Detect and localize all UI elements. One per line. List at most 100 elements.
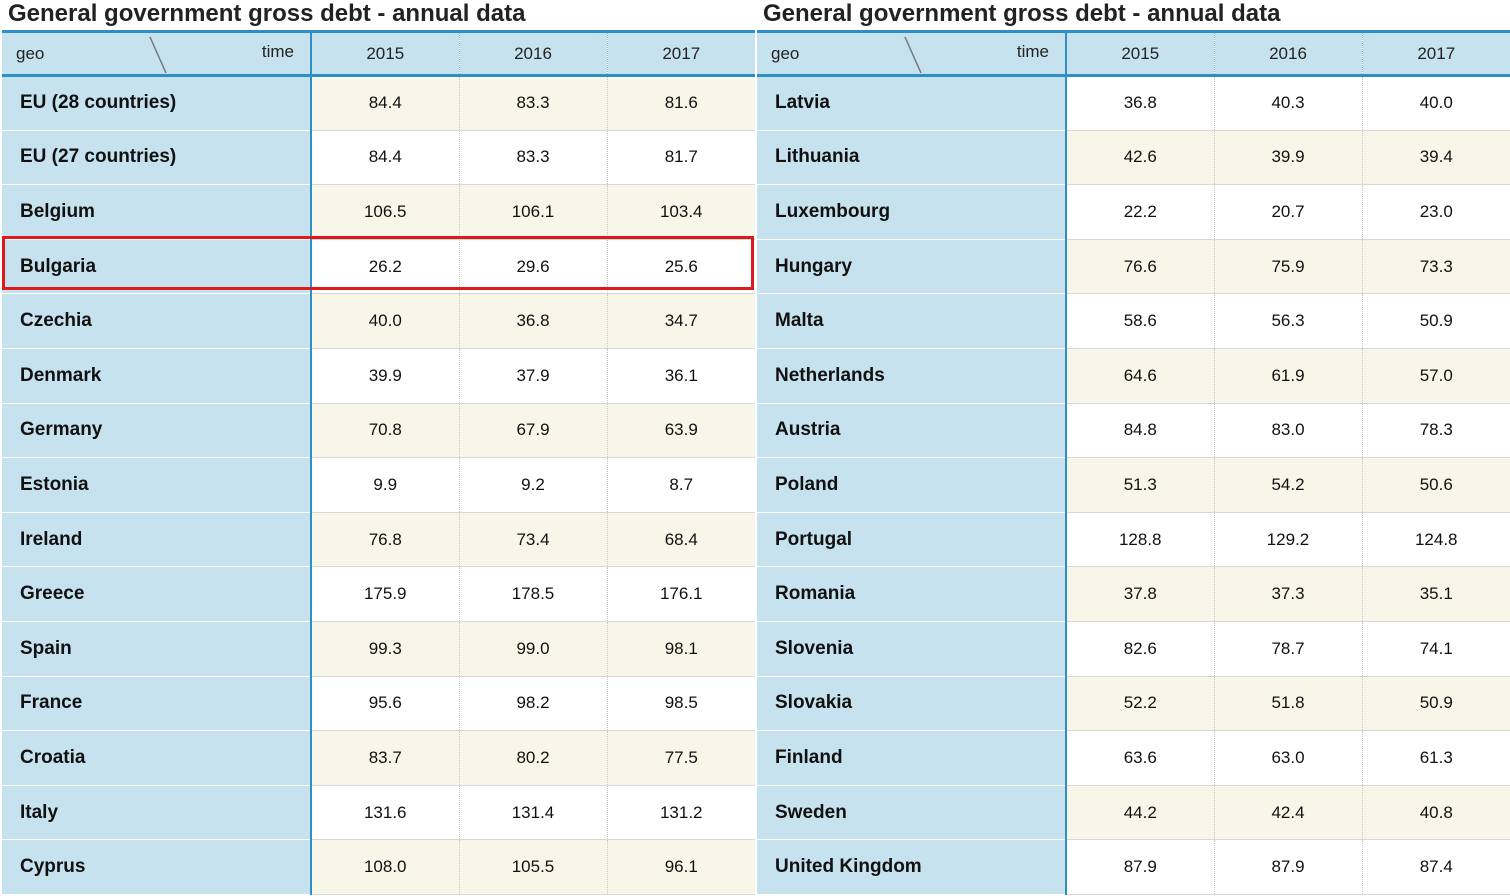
geo-time-header: geo time (757, 30, 1067, 77)
table-row: Hungary 76.6 75.9 73.3 (757, 239, 1510, 295)
value-cell: 98.2 (458, 676, 607, 732)
table-row: Estonia 9.9 9.2 8.7 (2, 457, 755, 513)
debt-table-panel-right: General government gross debt - annual d… (757, 0, 1510, 896)
value-cell: 54.2 (1213, 457, 1362, 513)
value-cell: 64.6 (1065, 348, 1214, 404)
value-cell: 131.4 (458, 785, 607, 841)
value-cell: 76.6 (1065, 239, 1214, 295)
value-cell: 87.9 (1213, 839, 1362, 895)
value-cell: 56.3 (1213, 293, 1362, 349)
table-row: Denmark 39.9 37.9 36.1 (2, 348, 755, 404)
column-header[interactable]: 2016 (458, 30, 607, 77)
value-cell: 83.3 (458, 130, 607, 186)
value-cell: 178.5 (458, 566, 607, 622)
value-cell: 44.2 (1065, 785, 1214, 841)
geo-cell: Spain (2, 621, 312, 677)
value-cell: 95.6 (310, 676, 459, 732)
table-row: Austria 84.8 83.0 78.3 (757, 403, 1510, 459)
geo-cell: Luxembourg (757, 184, 1067, 240)
geo-cell: Estonia (2, 457, 312, 513)
value-cell: 131.2 (606, 785, 755, 841)
value-cell: 67.9 (458, 403, 607, 459)
value-cell: 106.5 (310, 184, 459, 240)
value-cell: 106.1 (458, 184, 607, 240)
table-row: Sweden 44.2 42.4 40.8 (757, 785, 1510, 841)
value-cell: 76.8 (310, 512, 459, 568)
value-cell: 20.7 (1213, 184, 1362, 240)
table-row: Greece 175.9 178.5 176.1 (2, 566, 755, 622)
geo-cell: Malta (757, 293, 1067, 349)
value-cell: 81.7 (606, 130, 755, 186)
column-header[interactable]: 2015 (310, 30, 459, 77)
value-cell: 99.3 (310, 621, 459, 677)
geo-cell: Croatia (2, 730, 312, 786)
table-row: Bulgaria 26.2 29.6 25.6 (2, 239, 755, 295)
value-cell: 40.0 (310, 293, 459, 349)
value-cell: 63.6 (1065, 730, 1214, 786)
value-cell: 73.3 (1361, 239, 1510, 295)
debt-table-panel-left: General government gross debt - annual d… (2, 0, 755, 896)
table-row: Croatia 83.7 80.2 77.5 (2, 730, 755, 786)
value-cell: 36.8 (1065, 75, 1214, 131)
geo-time-header: geo time (2, 30, 312, 77)
geo-cell: France (2, 676, 312, 732)
header-divider-slash (149, 36, 167, 74)
table-title: General government gross debt - annual d… (763, 0, 1281, 27)
value-cell: 29.6 (458, 239, 607, 295)
value-cell: 78.3 (1361, 403, 1510, 459)
value-cell: 50.9 (1361, 293, 1510, 349)
table-row: EU (27 countries) 84.4 83.3 81.7 (2, 130, 755, 186)
value-cell: 73.4 (458, 512, 607, 568)
column-header[interactable]: 2015 (1065, 30, 1214, 77)
value-cell: 83.0 (1213, 403, 1362, 459)
value-cell: 63.9 (606, 403, 755, 459)
value-cell: 74.1 (1361, 621, 1510, 677)
geo-cell: Cyprus (2, 839, 312, 895)
value-cell: 84.4 (310, 75, 459, 131)
geo-cell: EU (27 countries) (2, 130, 312, 186)
table-row: Ireland 76.8 73.4 68.4 (2, 512, 755, 568)
column-header[interactable]: 2016 (1213, 30, 1362, 77)
geo-cell: Netherlands (757, 348, 1067, 404)
value-cell: 96.1 (606, 839, 755, 895)
value-cell: 23.0 (1361, 184, 1510, 240)
value-cell: 82.6 (1065, 621, 1214, 677)
value-cell: 124.8 (1361, 512, 1510, 568)
value-cell: 87.4 (1361, 839, 1510, 895)
geo-cell: Slovakia (757, 676, 1067, 732)
table-title: General government gross debt - annual d… (8, 0, 526, 27)
value-cell: 77.5 (606, 730, 755, 786)
value-cell: 37.8 (1065, 566, 1214, 622)
value-cell: 9.2 (458, 457, 607, 513)
table-row: Belgium 106.5 106.1 103.4 (2, 184, 755, 240)
value-cell: 87.9 (1065, 839, 1214, 895)
debt-table: geo time 2015 2016 2017 Latvia 36.8 40.3 40… (757, 30, 1510, 895)
geo-cell: Finland (757, 730, 1067, 786)
geo-cell: Italy (2, 785, 312, 841)
table-row: Slovenia 82.6 78.7 74.1 (757, 621, 1510, 677)
value-cell: 129.2 (1213, 512, 1362, 568)
value-cell: 22.2 (1065, 184, 1214, 240)
value-cell: 108.0 (310, 839, 459, 895)
table-row: Luxembourg 22.2 20.7 23.0 (757, 184, 1510, 240)
geo-cell: United Kingdom (757, 839, 1067, 895)
value-cell: 25.6 (606, 239, 755, 295)
value-cell: 37.3 (1213, 566, 1362, 622)
value-cell: 68.4 (606, 512, 755, 568)
column-header[interactable]: 2017 (1361, 30, 1510, 77)
table-row: Italy 131.6 131.4 131.2 (2, 785, 755, 841)
table-row: Slovakia 52.2 51.8 50.9 (757, 676, 1510, 732)
value-cell: 37.9 (458, 348, 607, 404)
table-row: Poland 51.3 54.2 50.6 (757, 457, 1510, 513)
geo-cell: EU (28 countries) (2, 75, 312, 131)
geo-cell: Portugal (757, 512, 1067, 568)
value-cell: 80.2 (458, 730, 607, 786)
table-row: Lithuania 42.6 39.9 39.4 (757, 130, 1510, 186)
value-cell: 39.9 (1213, 130, 1362, 186)
value-cell: 40.8 (1361, 785, 1510, 841)
geo-cell: Lithuania (757, 130, 1067, 186)
column-header[interactable]: 2017 (606, 30, 755, 77)
geo-cell: Romania (757, 566, 1067, 622)
table-row: Malta 58.6 56.3 50.9 (757, 293, 1510, 349)
value-cell: 51.8 (1213, 676, 1362, 732)
